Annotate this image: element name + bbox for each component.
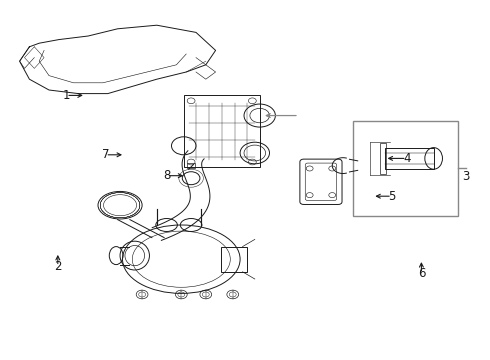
Bar — [353, 121, 458, 216]
Text: 5: 5 — [388, 190, 396, 203]
Text: 8: 8 — [163, 169, 171, 182]
Text: 4: 4 — [403, 152, 411, 165]
Text: 1: 1 — [62, 89, 70, 102]
Bar — [220, 247, 247, 272]
Bar — [184, 95, 260, 167]
Text: 7: 7 — [101, 148, 109, 161]
Bar — [187, 163, 195, 168]
Text: 3: 3 — [462, 170, 469, 183]
Text: 2: 2 — [54, 260, 62, 273]
Bar — [385, 148, 434, 169]
Text: 6: 6 — [417, 267, 425, 280]
Bar — [380, 143, 386, 174]
